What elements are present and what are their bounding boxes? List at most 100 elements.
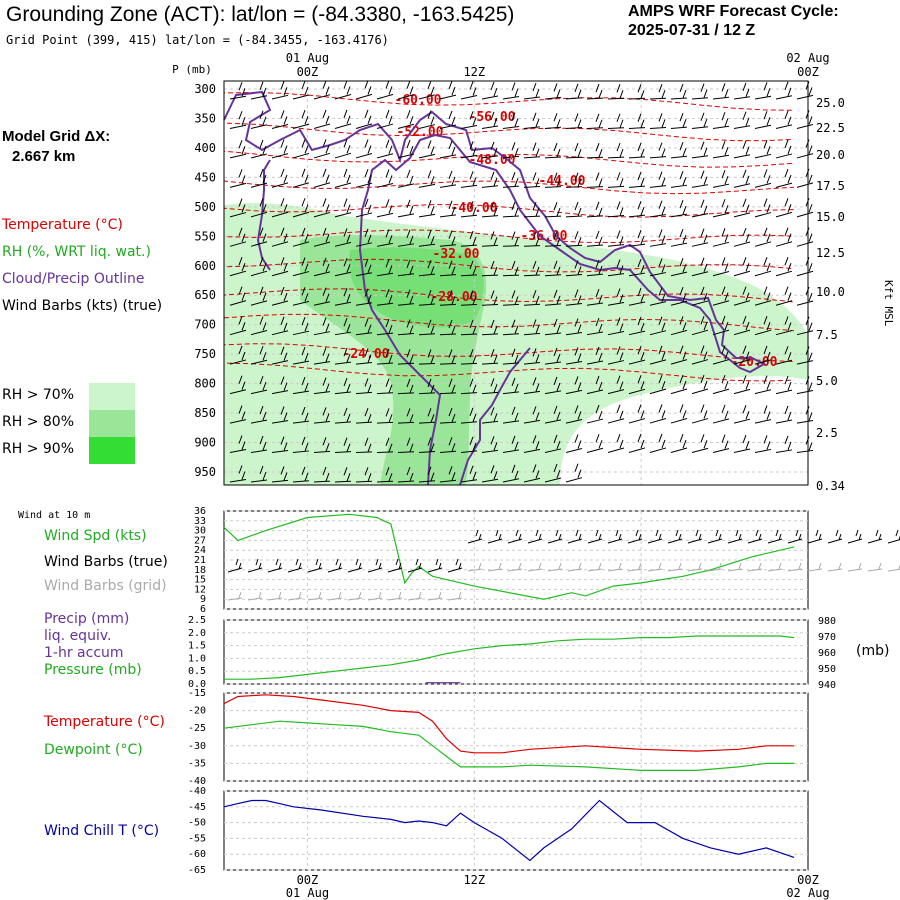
wind-barb-true: [487, 529, 503, 544]
wind-barb: [460, 201, 478, 218]
wind-barb: [229, 405, 247, 424]
wind-barb: [733, 82, 751, 100]
wind-barb: [649, 229, 667, 247]
wind-barb: [250, 139, 268, 159]
value-tick-label: -45: [188, 802, 206, 813]
wind-barb: [733, 315, 751, 336]
height-tick-label: 20.0: [816, 148, 845, 162]
wind-barb: [565, 289, 583, 306]
wind-barbs-legend: Wind Barbs (kts) (true): [2, 298, 163, 314]
wind-barb: [292, 406, 310, 424]
wind-barb: [439, 80, 457, 100]
rh-70-swatch: [89, 383, 135, 410]
wind-barb: [754, 345, 772, 365]
wind-barb: [586, 113, 604, 129]
wind-barb: [334, 347, 352, 365]
wind-barb-grid: [287, 591, 303, 601]
wind-barb: [460, 171, 478, 188]
wind-barb: [502, 377, 520, 395]
wind-barb: [586, 143, 604, 159]
wind-barb: [460, 81, 478, 100]
wind-barb: [460, 407, 478, 424]
wind-barb: [355, 169, 373, 188]
dewpoint-line: [223, 720, 795, 772]
wind-barb-true: [667, 529, 683, 544]
wind-barb: [628, 287, 646, 306]
wind-chill-panel: -40 -45 -50 -55 -60 -65: [188, 786, 809, 876]
wind-barb: [397, 408, 415, 424]
wind-barb: [775, 168, 793, 188]
wind-barb-true: [307, 558, 323, 573]
value-tick-label: -50: [188, 818, 206, 829]
value-tick-label: 27: [194, 535, 206, 546]
wind-barb: [670, 257, 688, 277]
pressure-tick-label: 950: [194, 465, 216, 479]
wind-barb: [481, 436, 499, 454]
wind-barb: [334, 407, 352, 424]
wind-barb: [565, 260, 583, 277]
wind-barb: [355, 198, 373, 218]
wind-barb-grid: [887, 564, 900, 572]
wind-barb: [691, 199, 709, 218]
grid-point-label: Grid Point (399, 415) lat/lon = (-84.345…: [6, 33, 389, 47]
wind-barb: [334, 437, 352, 454]
wind-barb: [439, 170, 457, 188]
wind-barb: [628, 84, 646, 100]
pressure-tick-label: 700: [194, 318, 216, 332]
wind-barb-true: [887, 529, 900, 544]
wind-barb: [355, 437, 373, 454]
wind-barb: [565, 83, 583, 100]
wind-barb: [733, 434, 751, 454]
wind-barb: [712, 141, 730, 159]
wind-barb: [607, 172, 625, 188]
page-title: Grounding Zone (ACT): lat/lon = (-84.338…: [6, 3, 515, 26]
height-axis-label: Kft MSL: [882, 280, 895, 327]
wind-barb: [523, 201, 541, 218]
wind-barb: [313, 227, 331, 247]
wind-barb: [439, 437, 457, 454]
wind-barb: [607, 230, 625, 247]
wind-barb: [397, 80, 415, 100]
wind-10m-label: Wind at 10 m: [18, 510, 91, 521]
wind-barb: [712, 170, 730, 188]
value-tick-label: -15: [188, 688, 206, 699]
wind-speed-line: [223, 513, 795, 600]
top-hour-label: 12Z: [463, 65, 485, 79]
wind-barb: [544, 463, 562, 483]
pressure-tick-label: 800: [194, 377, 216, 391]
wind-barb: [586, 201, 604, 218]
wind-barb: [460, 111, 478, 129]
wind-barb: [271, 436, 289, 454]
temperature-contour: [223, 258, 795, 273]
pressure-tick-label: 650: [194, 288, 216, 302]
wind-barb: [229, 375, 247, 395]
wind-barb: [376, 378, 394, 395]
value-tick-label: 21: [194, 555, 206, 566]
wind-barb: [292, 287, 310, 306]
wind-barb: [292, 376, 310, 395]
wind-barb: [229, 111, 247, 129]
wind-barb: [565, 143, 583, 159]
wind-barb-grid: [527, 562, 543, 572]
wind-barb: [502, 260, 520, 277]
wind-barb: [523, 348, 541, 365]
wind-barb: [544, 347, 562, 365]
wind-barb: [754, 286, 772, 306]
value-tick-label: 33: [194, 516, 206, 527]
wind-barb: [649, 345, 667, 365]
wind-barb: [565, 172, 583, 188]
wind-barb: [292, 346, 310, 365]
wind-barb-true: [867, 529, 883, 544]
wind-barb-true: [707, 529, 723, 544]
wind-barb: [712, 83, 730, 100]
wind-barb-grid: [347, 591, 363, 601]
wind-barb: [355, 228, 373, 247]
wind-barb: [733, 140, 751, 159]
wind-barb: [523, 406, 541, 424]
wind-barb: [544, 231, 562, 247]
wind-barb: [691, 141, 709, 159]
wind-barb: [271, 110, 289, 129]
wind-barb: [439, 260, 457, 277]
wind-barb: [670, 142, 688, 159]
wind-barb: [691, 345, 709, 365]
